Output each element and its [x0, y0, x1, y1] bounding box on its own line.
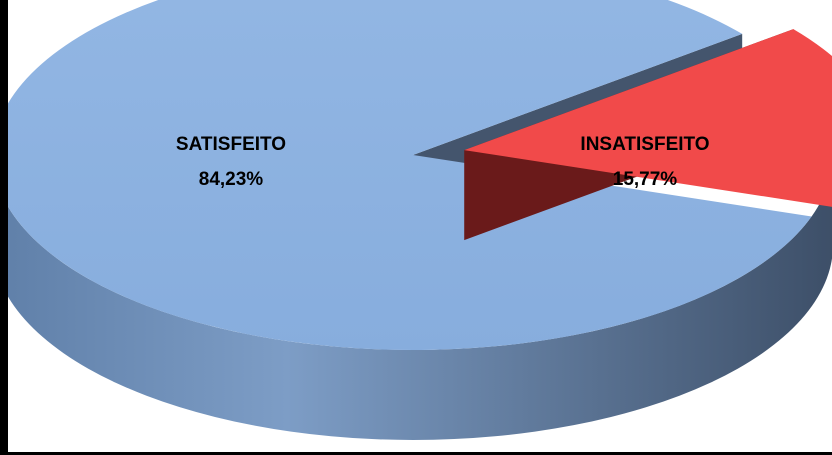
slice-label-satisfeito: SATISFEITO [176, 134, 286, 155]
slice-side-satisfeito [8, 167, 832, 440]
slice-value-satisfeito: 84,23% [199, 169, 264, 190]
pie-chart: SATISFEITO 84,23% INSATISFEITO 15,77% [8, 0, 832, 440]
slice-label-insatisfeito: INSATISFEITO [580, 134, 709, 155]
slice-insatisfeito [464, 29, 832, 207]
slice-satisfeito [8, 0, 812, 351]
slice-value-insatisfeito: 15,77% [613, 169, 678, 190]
